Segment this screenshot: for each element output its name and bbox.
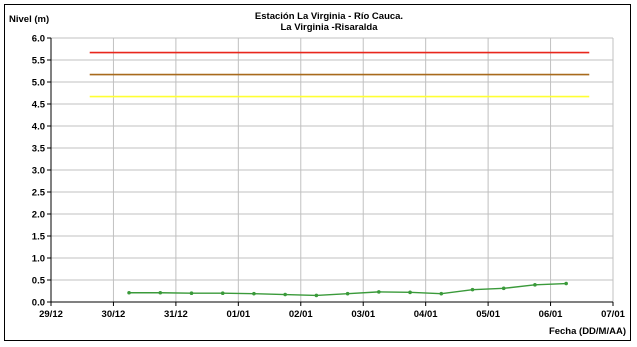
x-tick-label: 07/01 [601, 309, 625, 320]
data-point [127, 290, 131, 295]
y-tick-label: 5.5 [32, 56, 46, 67]
chart-title: Estación La Virginia - Río Cauca. [255, 11, 403, 22]
y-tick-label: 0.5 [32, 276, 46, 287]
data-point [501, 286, 506, 291]
series-layer [127, 281, 568, 298]
y-tick-label: 4.5 [32, 100, 46, 111]
data-point [564, 281, 568, 286]
gridlines [50, 37, 614, 303]
chart-svg: Nivel (m) Estación La Virginia - Río Cau… [9, 11, 626, 337]
data-point [408, 290, 412, 295]
data-point [252, 291, 256, 296]
y-axis-label: Nivel (m) [9, 14, 49, 25]
chart-subtitle: La Virginia -Risaralda [281, 22, 379, 33]
y-tick-label: 5.0 [32, 78, 45, 89]
data-point [345, 291, 350, 296]
y-tick-label: 1.0 [32, 254, 45, 265]
y-tick-label: 1.5 [32, 232, 46, 243]
y-tick-label: 3.5 [32, 144, 46, 155]
x-tick-label: 31/12 [164, 309, 188, 320]
x-tick-label: 06/01 [539, 309, 563, 320]
data-point [158, 290, 163, 295]
x-axis-label: Fecha (DD/M/AA) [549, 326, 626, 337]
y-tick-label: 6.0 [32, 34, 45, 45]
y-tick-label: 2.5 [32, 188, 46, 199]
x-tick-label: 29/12 [39, 309, 63, 320]
data-point [533, 283, 537, 287]
axes [47, 37, 614, 306]
x-tick-labels: 29/12 30/12 31/12 01/01 02/01 03/01 04/01 05/01… [39, 309, 625, 320]
x-tick-label: 01/01 [226, 309, 250, 320]
x-tick-label: 30/12 [102, 309, 126, 320]
data-point [314, 293, 319, 298]
y-tick-label: 0.0 [32, 298, 45, 309]
x-tick-label: 02/01 [289, 309, 313, 320]
y-tick-label: 3.0 [32, 166, 45, 177]
x-tick-label: 05/01 [476, 309, 500, 320]
x-tick-label: 03/01 [351, 309, 375, 320]
data-point [439, 291, 444, 296]
data-point [470, 287, 475, 292]
y-tick-labels: 0.0 0.5 1.0 1.5 2.0 2.5 3.0 3.5 4.0 4.5 5.0 5.5 6.0 [32, 34, 46, 309]
data-point [377, 290, 381, 294]
threshold-lines [89, 51, 590, 98]
data-point [283, 292, 287, 297]
data-point [189, 291, 194, 296]
data-point [220, 291, 225, 296]
chart-frame: Nivel (m) Estación La Virginia - Río Cau… [4, 4, 631, 341]
y-tick-label: 2.0 [32, 210, 45, 221]
y-tick-label: 4.0 [32, 122, 45, 133]
x-tick-label: 04/01 [414, 309, 438, 320]
